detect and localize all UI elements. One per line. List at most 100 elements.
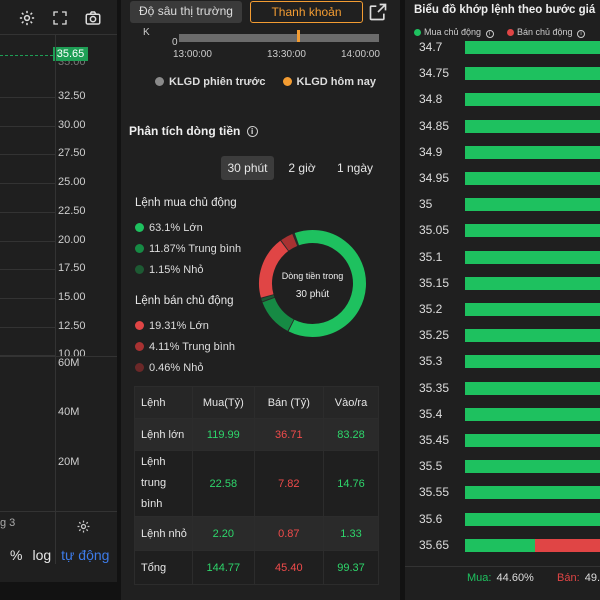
price-step-price: 34.9 (419, 144, 443, 159)
price-chart-panel: 35.00 35.65 32.50 30.00 27.50 25.00 22.50 20.… (0, 0, 117, 582)
table-header: Mua(Tỷ) (192, 386, 255, 419)
price-axis-label: 27.50 (58, 147, 86, 160)
table-cell-sell: 36.71 (253, 418, 324, 451)
price-step-row: 35.1613,30 (405, 247, 600, 267)
timeline-tick: 14:00:00 (341, 49, 380, 60)
flow-dot (135, 223, 144, 232)
price-step-price: 35 (419, 197, 433, 212)
timeline-tick: 13:30:00 (267, 49, 306, 60)
price-axis-label: 30.00 (58, 118, 86, 131)
price-step-price: 34.85 (419, 118, 450, 133)
sell-total-value: 49.7 (584, 572, 600, 584)
info-icon[interactable]: i (246, 126, 258, 137)
price-step-row: 35.55406,60 (405, 482, 600, 502)
buy-volume-bar (465, 355, 600, 369)
price-gridline (0, 211, 55, 213)
price-step-price: 35.45 (419, 433, 450, 447)
buy-volume-bar (465, 119, 600, 133)
legend-dot-today (282, 77, 292, 86)
price-step-row: 35.2398,70 (405, 299, 600, 319)
buy-volume-bar (465, 145, 600, 159)
donut-label-line2: 30 phút (295, 289, 330, 300)
period-1d[interactable]: 1 ngày (336, 161, 374, 175)
buy-total-label: Mua: (467, 572, 492, 584)
flow-label: Trung bình (182, 341, 236, 353)
legend-sell: Bán chủ động i (507, 27, 586, 38)
liquidity-panel: Độ sâu thị trường Thanh khoản K 0 13:00:… (121, 0, 400, 600)
price-step-panel: Biểu đồ khớp lệnh theo bước giá Mua chủ … (405, 0, 600, 600)
price-gridline (0, 154, 55, 156)
buy-volume-bar (465, 250, 600, 264)
sell-volume-bar (535, 538, 600, 552)
price-step-title: Biểu đồ khớp lệnh theo bước giá (414, 4, 596, 16)
flow-percent: 19.31% (149, 320, 187, 332)
price-step-row: 35.3924,40 (405, 351, 600, 371)
price-step-price: 35.35 (419, 380, 450, 395)
table-header: Lệnh (134, 386, 193, 419)
fullscreen-icon[interactable] (49, 7, 71, 29)
donut-segment (262, 297, 294, 331)
price-step-row: 35.4571,40 (405, 404, 600, 424)
gear-icon[interactable] (16, 7, 38, 29)
axis-settings-icon[interactable] (72, 515, 94, 537)
price-step-row: 34.7755,70 (405, 37, 600, 57)
price-gridline (0, 297, 55, 299)
buy-volume-bar (465, 381, 600, 395)
price-step-price: 35.5 (419, 459, 443, 474)
timeline-axis-mark: K (143, 27, 150, 38)
period-30m[interactable]: 30 phút (221, 156, 274, 180)
donut-segment (281, 233, 298, 251)
open-external-icon[interactable] (367, 1, 389, 23)
donut-label-line1: Dòng tiền trong (281, 271, 344, 281)
info-icon[interactable]: i (485, 30, 494, 38)
tab-liquidity[interactable]: Thanh khoản (250, 1, 363, 23)
price-step-price: 35.4 (419, 406, 443, 421)
last-price-badge: 35.65 (53, 47, 88, 61)
percent-scale-button[interactable]: % (10, 547, 23, 563)
buy-flow-item: 1.15% Nhỏ (135, 264, 203, 276)
table-cell-sell: 0.87 (253, 516, 324, 551)
period-2h[interactable]: 2 giờ (288, 161, 316, 175)
legend-sell-label: Bán chủ động (517, 27, 573, 37)
price-gridline (0, 240, 55, 242)
volume-axis-label: 60M (58, 357, 80, 369)
auto-scale-button[interactable]: tự động (61, 547, 110, 563)
money-flow-donut (259, 230, 366, 337)
price-step-price: 35.1 (419, 249, 443, 264)
flow-dot (135, 342, 144, 351)
price-axis-label: 22.50 (58, 204, 86, 217)
donut-segment (261, 295, 275, 302)
price-step-row: 35.15373,40 (405, 273, 600, 293)
buy-volume-bar (465, 303, 600, 316)
flow-label: Trung bình (188, 243, 242, 255)
log-scale-button[interactable]: log (32, 547, 52, 563)
buy-volume-bar (465, 172, 600, 185)
camera-icon[interactable] (82, 7, 104, 29)
price-axis-label: 25.00 (58, 176, 86, 189)
price-step-price: 35.65 (419, 537, 450, 552)
flow-percent: 0.46% (149, 362, 181, 374)
timeline-axis-zero: 0 (172, 37, 178, 48)
tab-market-depth[interactable]: Độ sâu thị trường (130, 1, 242, 23)
info-icon[interactable]: i (577, 30, 586, 38)
table-row: Lệnh lớn 119.99 36.71 83.28 (134, 418, 380, 451)
price-step-price: 35.6 (419, 511, 443, 526)
flow-dot (135, 244, 144, 253)
money-flow-table: Lệnh Mua(Tỷ) Bán (Tỷ) Vào/ra Lệnh lớn 119… (134, 386, 380, 585)
price-step-price: 35.05 (419, 223, 450, 238)
buy-flow-item: 11.87% Trung bình (135, 243, 241, 255)
buy-volume-bar (465, 67, 600, 81)
table-cell-buy: 119.99 (192, 418, 255, 451)
buy-volume-bar (465, 276, 600, 290)
buy-volume-bar (465, 512, 600, 526)
timeline-bar (179, 34, 379, 42)
legend-previous-session: KLGD phiên trước (169, 76, 266, 88)
price-gridline (0, 326, 55, 328)
price-axis-label: 17.50 (58, 262, 86, 275)
table-cell-name: Tổng (134, 550, 193, 585)
price-step-row: 35.61,658,00 (405, 509, 600, 529)
price-step-price: 35.55 (419, 485, 450, 500)
legend-buy-label: Mua chủ động (424, 27, 482, 37)
buy-volume-bar (465, 460, 600, 474)
buy-volume-bar (465, 407, 600, 421)
